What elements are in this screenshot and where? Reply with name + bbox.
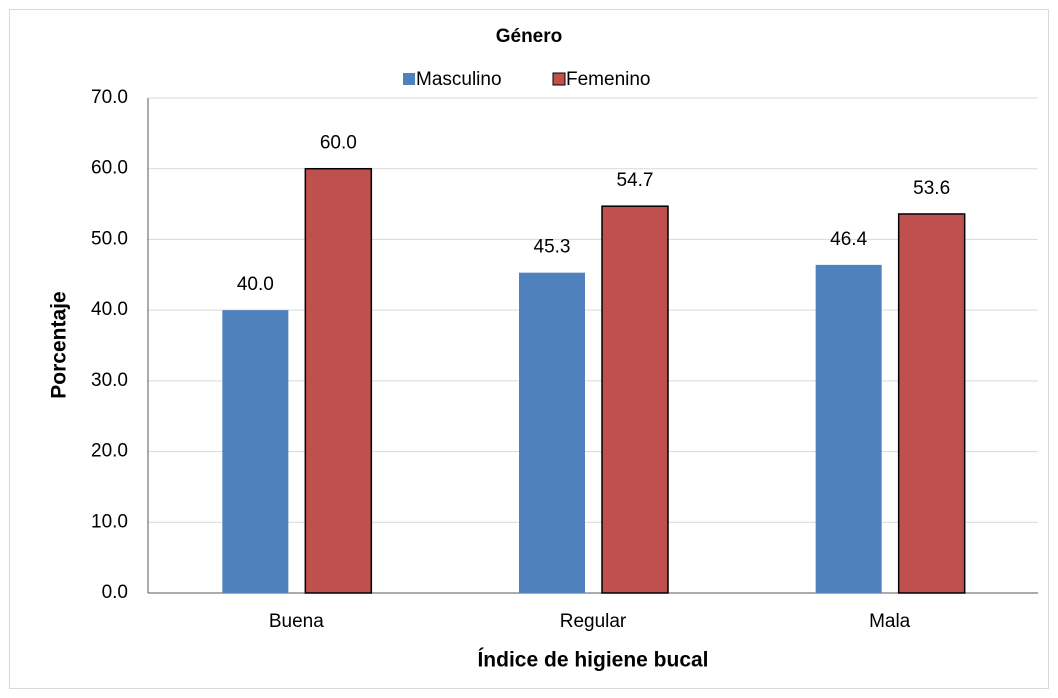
data-label: 60.0 — [320, 133, 357, 154]
x-axis-label: Índice de higiene bucal — [477, 649, 708, 672]
data-label: 53.6 — [913, 178, 950, 199]
x-tick-label: Mala — [869, 611, 911, 632]
x-tick-label: Regular — [560, 611, 627, 632]
legend-label: Masculino — [416, 69, 502, 90]
y-axis-label: Porcentaje — [48, 291, 71, 398]
data-label: 40.0 — [237, 274, 274, 295]
bar — [222, 310, 289, 593]
data-label: 45.3 — [534, 237, 571, 258]
data-label: 54.7 — [617, 170, 654, 191]
data-label: 46.4 — [830, 229, 867, 250]
bar — [519, 272, 585, 593]
legend-swatch — [403, 73, 415, 85]
y-tick-label: 10.0 — [91, 511, 128, 532]
bar — [601, 205, 669, 594]
x-tick-label: Buena — [269, 611, 324, 632]
y-tick-label: 30.0 — [91, 370, 128, 391]
y-tick-label: 60.0 — [91, 158, 128, 179]
y-tick-label: 20.0 — [91, 441, 128, 462]
legend-label: Femenino — [566, 69, 651, 90]
bar — [304, 167, 373, 594]
y-tick-label: 40.0 — [91, 299, 128, 320]
y-tick-label: 70.0 — [91, 87, 128, 108]
legend-swatch — [552, 72, 566, 86]
y-tick-label: 0.0 — [102, 582, 128, 603]
bar — [897, 213, 966, 594]
chart-title: Género — [496, 26, 563, 47]
bar — [815, 264, 882, 593]
y-tick-label: 50.0 — [91, 228, 128, 249]
